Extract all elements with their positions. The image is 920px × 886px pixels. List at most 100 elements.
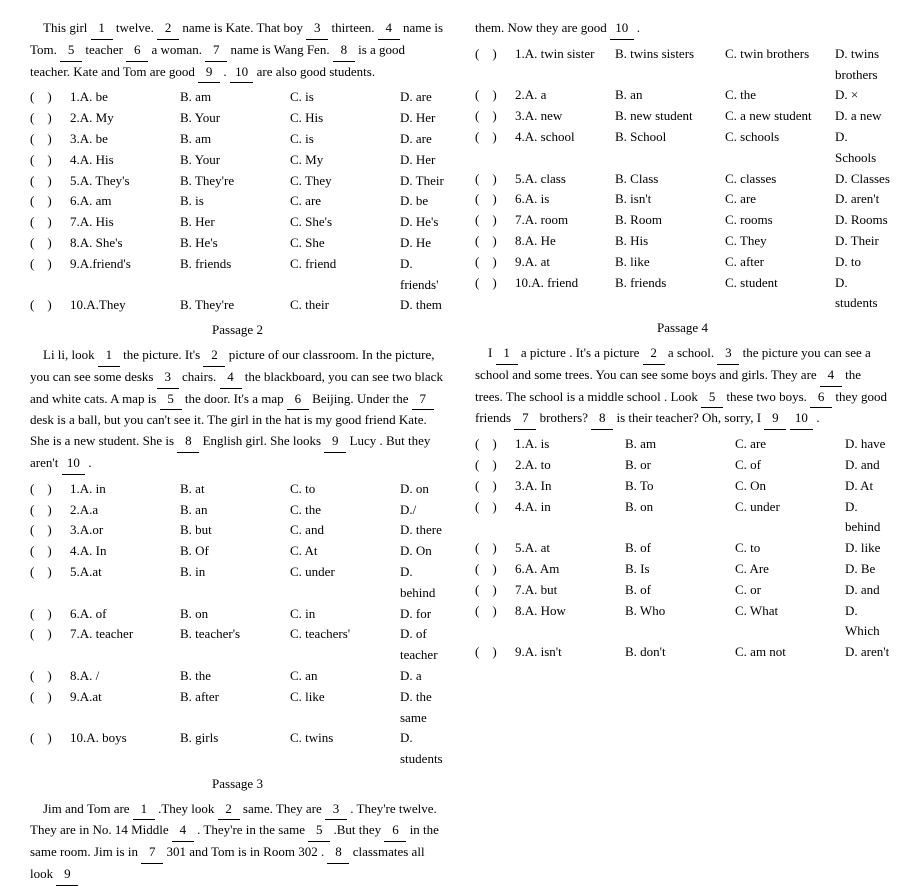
option-b: B. or — [625, 455, 735, 476]
option-a: 8.A. / — [70, 666, 180, 687]
paren: ( ) — [30, 191, 70, 212]
option-d: D. of teacher — [400, 624, 445, 666]
option-a: 10.A. boys — [70, 728, 180, 749]
option-d: D. At — [845, 476, 890, 497]
option-d: D. Be — [845, 559, 890, 580]
paren: ( ) — [30, 624, 70, 645]
paren: ( ) — [30, 254, 70, 275]
blank: 1 — [496, 343, 518, 365]
option-a: 2.A. a — [515, 85, 615, 106]
option-row: ( )8.A. HowB. WhoC. WhatD. Which — [475, 601, 890, 643]
paren: ( ) — [30, 541, 70, 562]
option-b: B. isn't — [615, 189, 725, 210]
option-c: C. She's — [290, 212, 400, 233]
option-c: C. am not — [735, 642, 845, 663]
option-d: D. twins brothers — [835, 44, 890, 86]
option-c: C. classes — [725, 169, 835, 190]
option-c: C. On — [735, 476, 845, 497]
option-c: C. friend — [290, 254, 400, 275]
blank: 4 — [378, 18, 400, 40]
option-b: B. Of — [180, 541, 290, 562]
option-row: ( )2.A. aB. anC. theD. × — [475, 85, 890, 106]
passage-4-text: I 1 a picture . It's a picture 2 a schoo… — [475, 343, 890, 430]
option-a: 7.A. but — [515, 580, 625, 601]
option-c: C. twins — [290, 728, 400, 749]
option-b: B. Room — [615, 210, 725, 231]
option-d: D. He's — [400, 212, 445, 233]
option-d: D. students — [400, 728, 445, 770]
option-b: B. is — [180, 191, 290, 212]
option-row: ( )1.A. twin sisterB. twins sistersC. tw… — [475, 44, 890, 86]
option-row: ( )4.A. HisB. YourC. MyD. Her — [30, 150, 445, 171]
option-row: ( )4.A. InB. OfC. AtD. On — [30, 541, 445, 562]
option-b: B. an — [615, 85, 725, 106]
blank: 8 — [591, 408, 613, 430]
paren: ( ) — [475, 642, 515, 663]
option-a: 5.A. class — [515, 169, 615, 190]
option-a: 10.A. friend — [515, 273, 615, 294]
option-c: C. like — [290, 687, 400, 708]
blank: 7 — [141, 842, 163, 864]
option-row: ( )7.A. roomB. RoomC. roomsD. Rooms — [475, 210, 890, 231]
passage-4-title: Passage 4 — [475, 318, 890, 339]
option-row: ( )5.A.atB. inC. underD. behind — [30, 562, 445, 604]
paren: ( ) — [475, 127, 515, 148]
option-a: 8.A. He — [515, 231, 615, 252]
blank: 5 — [60, 40, 82, 62]
blank: 7 — [412, 389, 434, 411]
option-b: B. Your — [180, 150, 290, 171]
option-a: 4.A. His — [70, 150, 180, 171]
option-b: B. Is — [625, 559, 735, 580]
paren: ( ) — [475, 601, 515, 622]
blank: 2 — [203, 345, 225, 367]
option-d: D. behind — [845, 497, 890, 539]
option-d: D. the same — [400, 687, 445, 729]
option-b: B. friends — [180, 254, 290, 275]
passage-3-text-part2: them. Now they are good 10 . — [475, 18, 890, 40]
blank: 9 — [324, 431, 346, 453]
paren: ( ) — [30, 171, 70, 192]
option-a: 9.A. at — [515, 252, 615, 273]
option-b: B. an — [180, 500, 290, 521]
option-c: C. the — [290, 500, 400, 521]
option-row: ( )3.A.orB. butC. andD. there — [30, 520, 445, 541]
option-d: D. Which — [845, 601, 890, 643]
option-row: ( )9.A.atB. afterC. likeD. the same — [30, 687, 445, 729]
option-d: D. there — [400, 520, 445, 541]
option-d: D. and — [845, 580, 890, 601]
paren: ( ) — [475, 189, 515, 210]
option-c: C. an — [290, 666, 400, 687]
option-row: ( )1.A. beB. amC. isD. are — [30, 87, 445, 108]
option-c: C. is — [290, 129, 400, 150]
passage-3-text-part1: Jim and Tom are 1 .They look 2 same. The… — [30, 799, 445, 886]
option-a: 3.A.or — [70, 520, 180, 541]
option-row: ( )9.A.friend'sB. friendsC. friendD. fri… — [30, 254, 445, 296]
option-d: D. are — [400, 129, 445, 150]
option-b: B. on — [180, 604, 290, 625]
option-c: C. after — [725, 252, 835, 273]
option-a: 10.A.They — [70, 295, 180, 316]
paren: ( ) — [475, 476, 515, 497]
option-row: ( )3.A. beB. amC. isD. are — [30, 129, 445, 150]
paren: ( ) — [30, 129, 70, 150]
option-a: 1.A. is — [515, 434, 625, 455]
option-row: ( )10.A. boysB. girlsC. twinsD. students — [30, 728, 445, 770]
option-b: B. on — [625, 497, 735, 518]
option-a: 6.A. am — [70, 191, 180, 212]
blank: 5 — [308, 820, 330, 842]
option-row: ( )8.A. She'sB. He'sC. SheD. He — [30, 233, 445, 254]
option-row: ( )7.A. butB. ofC. orD. and — [475, 580, 890, 601]
option-c: C. is — [290, 87, 400, 108]
passage-1-text: This girl 1 twelve. 2 name is Kate. That… — [30, 18, 445, 83]
passage-4-options: ( )1.A. isB. amC. areD. have( )2.A. toB.… — [475, 434, 890, 663]
blank: 10 — [230, 62, 254, 84]
blank: 9 — [764, 408, 786, 430]
option-c: C. Are — [735, 559, 845, 580]
option-row: ( )6.A. AmB. IsC. AreD. Be — [475, 559, 890, 580]
option-d: D. behind — [400, 562, 445, 604]
option-b: B. To — [625, 476, 735, 497]
option-b: B. new student — [615, 106, 725, 127]
paren: ( ) — [30, 233, 70, 254]
option-row: ( )9.A. atB. likeC. afterD. to — [475, 252, 890, 273]
option-b: B. Class — [615, 169, 725, 190]
